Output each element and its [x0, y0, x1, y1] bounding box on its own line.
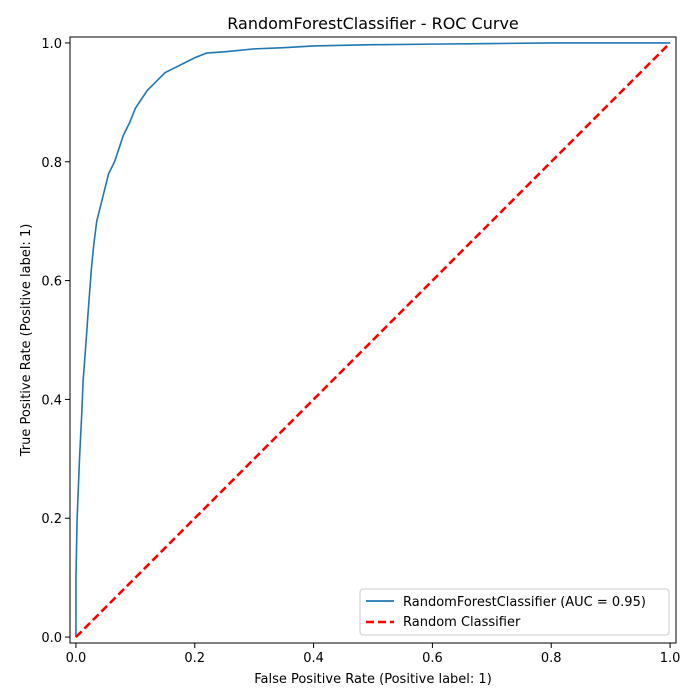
y-axis-label: True Positive Rate (Positive label: 1): [19, 224, 34, 458]
x-tick-label: 0.8: [541, 651, 562, 666]
y-axis-ticks: 0.0 0.2 0.4 0.6 0.8 1.0: [41, 37, 70, 646]
y-tick-label: 0.4: [41, 393, 62, 408]
plot-area: [75, 42, 671, 638]
legend-label-random-classifier: Random Classifier: [403, 615, 521, 630]
x-axis-label: False Positive Rate (Positive label: 1): [254, 672, 492, 687]
y-tick-label: 1.0: [41, 37, 62, 52]
axes-frame: [69, 36, 677, 644]
x-axis-ticks: 0.0 0.2 0.4 0.6 0.8 1.0: [66, 643, 681, 666]
legend: RandomForestClassifier (AUC = 0.95) Rand…: [359, 588, 670, 636]
random-classifier-line: [75, 42, 671, 638]
legend-label-roc-curve: RandomForestClassifier (AUC = 0.95): [403, 595, 646, 610]
x-tick-label: 0.2: [184, 651, 205, 666]
x-tick-label: 1.0: [660, 651, 681, 666]
y-tick-label: 0.8: [41, 156, 62, 171]
y-tick-label: 0.6: [41, 275, 62, 290]
x-tick-label: 0.0: [66, 651, 87, 666]
y-tick-label: 0.0: [41, 631, 62, 646]
chart-title: RandomForestClassifier - ROC Curve: [227, 14, 519, 33]
x-tick-label: 0.6: [422, 651, 443, 666]
legend-box: [359, 588, 670, 636]
x-tick-label: 0.4: [303, 651, 324, 666]
y-tick-label: 0.2: [41, 512, 62, 527]
roc-curve-line: [75, 42, 671, 638]
